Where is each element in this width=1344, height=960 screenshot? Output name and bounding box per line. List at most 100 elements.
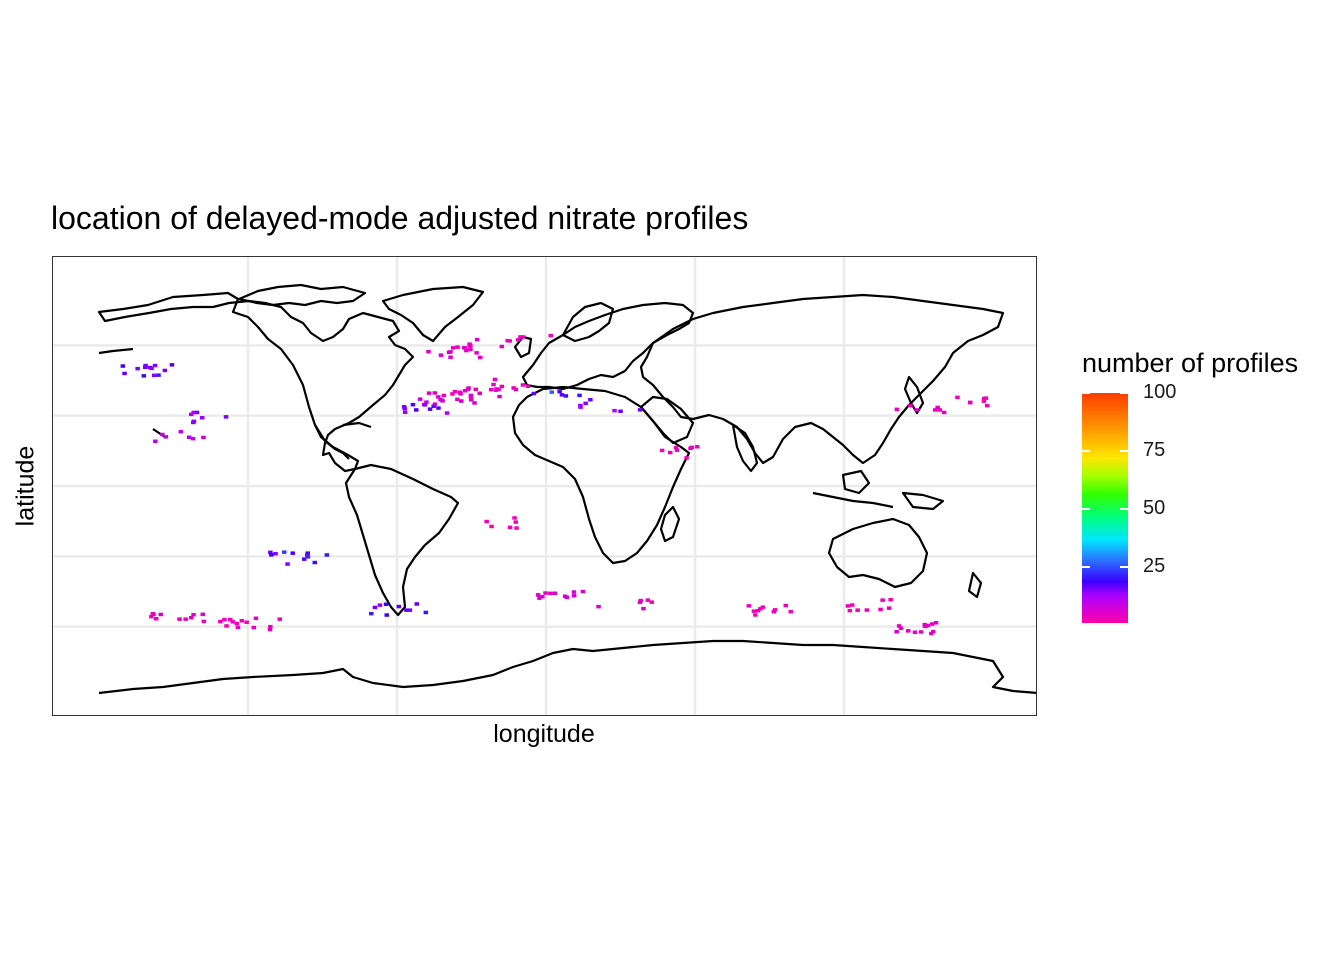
legend-title: number of profiles: [1082, 348, 1299, 378]
profile-cell: [515, 338, 521, 342]
profile-cell: [580, 589, 586, 594]
coast-antarctica: [98, 639, 1036, 695]
profile-cell: [491, 382, 496, 387]
profile-cell: [450, 346, 456, 350]
profile-cell: [324, 553, 330, 557]
profile-cell: [462, 389, 468, 393]
profile-cell: [183, 617, 188, 621]
profile-cell: [847, 608, 853, 613]
profile-cell: [783, 603, 788, 608]
profile-cell: [251, 625, 256, 630]
profile-cell: [200, 612, 205, 617]
profile-cell: [559, 393, 565, 397]
profile-cell: [312, 560, 317, 565]
profile-cell: [273, 551, 278, 556]
profile-cell: [383, 602, 389, 606]
coast-arabia: [639, 395, 695, 445]
profile-cell: [520, 383, 526, 387]
profile-cell: [981, 399, 987, 403]
profile-cell: [153, 439, 158, 443]
profile-cell: [886, 606, 892, 610]
legend-tick-mark: [1082, 450, 1090, 452]
profile-cell: [302, 557, 307, 561]
profile-cell: [369, 611, 374, 616]
profile-cell: [135, 366, 140, 371]
profile-cell: [401, 405, 407, 409]
profile-cell: [141, 374, 147, 378]
coast-central-america: [314, 424, 350, 460]
profile-cell: [511, 386, 516, 390]
coast-greenland: [381, 285, 485, 343]
profile-cell: [230, 620, 235, 624]
coast-africa: [511, 385, 691, 565]
profile-cell: [746, 604, 752, 608]
profile-cell: [305, 551, 310, 555]
profile-cell: [514, 526, 519, 530]
legend-tick-mark: [1120, 508, 1128, 510]
profile-cell: [688, 446, 693, 451]
profile-cell: [638, 598, 643, 603]
profile-cell: [402, 406, 407, 411]
profile-cell: [557, 389, 562, 394]
profile-cell: [531, 391, 537, 396]
profile-cell: [201, 435, 206, 440]
profile-cell: [751, 609, 757, 613]
coastlines: [97, 283, 1036, 695]
profile-cell: [880, 598, 885, 602]
coast-indonesia: [812, 491, 894, 509]
coast-borneo: [841, 469, 871, 495]
legend-tick-label: 100: [1143, 381, 1177, 403]
profile-cell: [492, 377, 498, 382]
profile-cell: [571, 590, 577, 594]
legend-tick-mark: [1082, 508, 1090, 510]
profile-cell: [864, 608, 870, 612]
profile-cell: [305, 553, 310, 557]
profile-cell: [637, 408, 643, 412]
profile-cell: [695, 445, 700, 449]
profile-cell: [120, 364, 126, 368]
profile-cell: [417, 397, 423, 401]
profile-cell: [932, 408, 938, 412]
profile-cell: [152, 363, 158, 368]
profile-cell: [253, 616, 259, 620]
profile-cell: [191, 410, 196, 415]
profile-cell: [156, 373, 161, 377]
profile-cell: [186, 435, 192, 439]
profile-cell: [436, 395, 441, 399]
profile-cell: [908, 404, 913, 408]
profile-cell: [983, 396, 989, 400]
profile-cell: [467, 342, 472, 346]
profile-cell: [423, 610, 429, 615]
profile-cell: [410, 402, 416, 407]
profile-cell: [402, 410, 408, 414]
profile-cell: [189, 412, 194, 417]
coast-cuba: [342, 421, 372, 429]
profile-cell: [512, 516, 517, 520]
profile-cell: [549, 390, 554, 394]
profile-cell: [941, 410, 947, 415]
profile-cell: [845, 604, 851, 608]
profile-cell: [457, 390, 463, 394]
profile-cell: [518, 335, 523, 339]
profile-cell: [641, 606, 646, 611]
profile-cell: [596, 604, 601, 609]
profile-cell: [850, 603, 855, 607]
profile-cell: [985, 403, 990, 408]
profile-cell: [122, 371, 127, 376]
profile-cell: [484, 519, 489, 524]
profile-cell: [577, 393, 582, 398]
profile-cell: [432, 402, 438, 406]
profile-cell: [477, 391, 482, 395]
profile-cell: [674, 448, 680, 452]
profile-cell: [234, 621, 239, 626]
profile-cell: [377, 603, 383, 607]
profile-cell: [937, 408, 942, 412]
profile-cell: [968, 400, 973, 405]
profile-cell: [464, 348, 469, 353]
profile-cell: [618, 409, 623, 413]
profile-cell: [444, 411, 450, 415]
profile-cell: [277, 617, 282, 621]
profile-cell: [755, 609, 761, 613]
coast-europe: [521, 301, 695, 391]
profile-cell: [448, 355, 453, 359]
